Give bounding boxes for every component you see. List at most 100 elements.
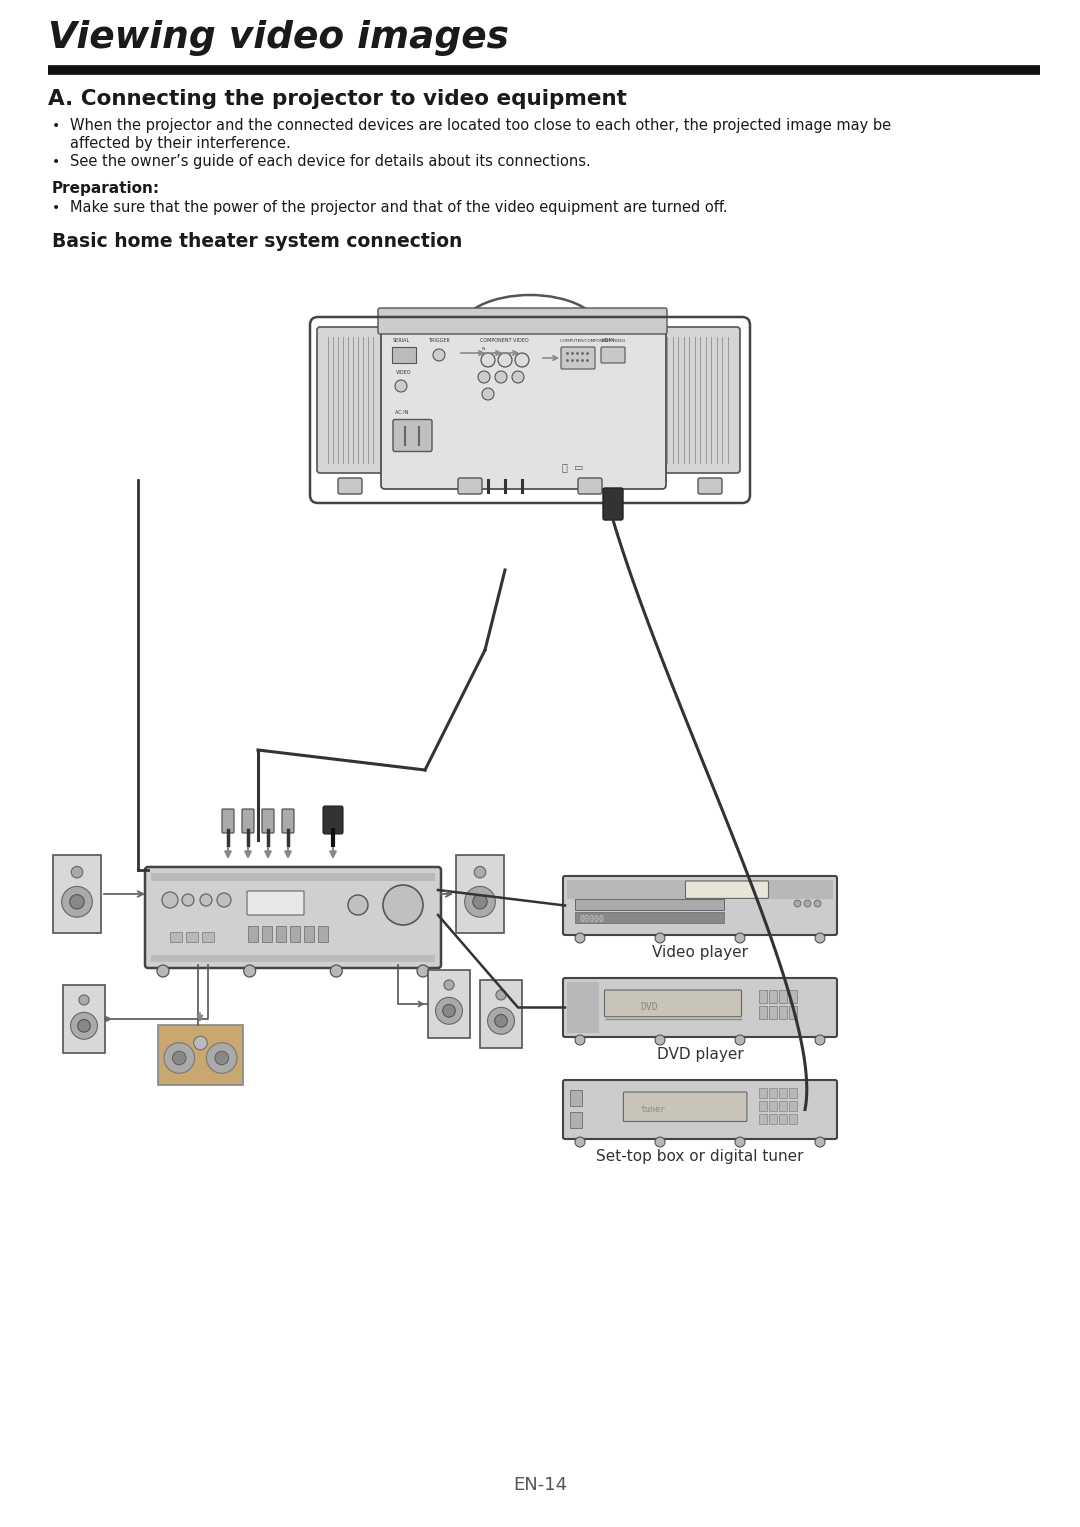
Text: COMPONENT VIDEO: COMPONENT VIDEO (480, 337, 528, 344)
Circle shape (78, 1020, 91, 1032)
Text: COMPUTER/COMPONENT VIDEO: COMPUTER/COMPONENT VIDEO (561, 339, 625, 344)
FancyBboxPatch shape (318, 327, 384, 473)
Circle shape (512, 371, 524, 383)
Bar (759, 1089, 768, 1098)
Bar (769, 1101, 778, 1112)
Circle shape (383, 886, 423, 925)
Bar (262, 925, 272, 942)
Circle shape (575, 1138, 585, 1147)
Circle shape (330, 965, 342, 977)
Bar (759, 1115, 768, 1124)
Text: Set-top box or digital tuner: Set-top box or digital tuner (596, 1148, 804, 1164)
Circle shape (575, 1035, 585, 1044)
Bar (789, 1006, 797, 1019)
Circle shape (193, 1037, 207, 1049)
Text: tuner: tuner (640, 1106, 665, 1115)
FancyBboxPatch shape (378, 308, 667, 334)
Bar (769, 1006, 778, 1019)
FancyBboxPatch shape (600, 347, 625, 363)
Bar (570, 1112, 582, 1128)
Circle shape (70, 895, 84, 909)
Text: DVD player: DVD player (657, 1048, 743, 1061)
FancyBboxPatch shape (145, 867, 441, 968)
Text: A. Connecting the projector to video equipment: A. Connecting the projector to video equ… (48, 89, 626, 108)
Text: Video player: Video player (652, 945, 748, 960)
Text: AC IN: AC IN (395, 411, 408, 415)
FancyBboxPatch shape (662, 327, 740, 473)
FancyBboxPatch shape (247, 890, 303, 915)
Circle shape (515, 353, 529, 366)
Text: IN: IN (482, 347, 486, 351)
Circle shape (654, 1035, 665, 1044)
Bar (780, 1089, 787, 1098)
Bar (780, 1101, 787, 1112)
FancyBboxPatch shape (623, 1092, 747, 1121)
Circle shape (815, 933, 825, 944)
Text: SERIAL: SERIAL (393, 337, 410, 344)
Text: Preparation:: Preparation: (52, 182, 160, 195)
FancyBboxPatch shape (338, 478, 362, 495)
FancyBboxPatch shape (392, 347, 416, 363)
Circle shape (735, 1138, 745, 1147)
Bar (759, 1101, 768, 1112)
Bar (789, 1089, 797, 1098)
Circle shape (70, 1012, 97, 1040)
Text: EN-14: EN-14 (513, 1477, 567, 1493)
Circle shape (435, 997, 462, 1025)
Circle shape (433, 350, 445, 360)
Text: See the owner’s guide of each device for details about its connections.: See the owner’s guide of each device for… (70, 154, 591, 169)
Circle shape (478, 371, 490, 383)
Circle shape (481, 353, 495, 366)
Bar (769, 989, 778, 1003)
FancyBboxPatch shape (458, 478, 482, 495)
Text: ⚿  ▭: ⚿ ▭ (562, 463, 583, 472)
Circle shape (654, 1138, 665, 1147)
FancyBboxPatch shape (698, 478, 723, 495)
Circle shape (815, 1138, 825, 1147)
Circle shape (62, 887, 93, 918)
Circle shape (183, 893, 194, 906)
Circle shape (735, 1035, 745, 1044)
Circle shape (498, 353, 512, 366)
Circle shape (444, 980, 454, 989)
Bar (789, 1115, 797, 1124)
Circle shape (495, 1014, 508, 1028)
Text: HDMI: HDMI (602, 337, 616, 344)
Bar (303, 925, 314, 942)
FancyBboxPatch shape (563, 977, 837, 1037)
Circle shape (71, 866, 83, 878)
Bar (291, 925, 300, 942)
Text: Make sure that the power of the projector and that of the video equipment are tu: Make sure that the power of the projecto… (70, 200, 728, 215)
Circle shape (487, 1008, 514, 1034)
Circle shape (206, 1043, 237, 1073)
Text: VIDEO: VIDEO (396, 370, 411, 376)
Text: 00000: 00000 (580, 915, 605, 924)
FancyBboxPatch shape (563, 876, 837, 935)
FancyBboxPatch shape (578, 478, 602, 495)
Text: affected by their interference.: affected by their interference. (70, 136, 291, 151)
Bar (780, 1115, 787, 1124)
Bar (567, 880, 833, 899)
Bar (151, 954, 435, 962)
FancyBboxPatch shape (605, 989, 742, 1017)
Bar (570, 1090, 582, 1106)
Circle shape (735, 933, 745, 944)
Circle shape (244, 965, 256, 977)
Circle shape (474, 866, 486, 878)
Circle shape (482, 388, 494, 400)
Circle shape (173, 1051, 186, 1064)
FancyBboxPatch shape (381, 325, 666, 489)
FancyBboxPatch shape (428, 970, 470, 1038)
Circle shape (654, 933, 665, 944)
Circle shape (495, 371, 507, 383)
Circle shape (496, 989, 507, 1000)
FancyBboxPatch shape (686, 881, 769, 898)
Text: TRIGGER: TRIGGER (428, 337, 450, 344)
Bar (780, 989, 787, 1003)
Text: Viewing video images: Viewing video images (48, 20, 509, 56)
Circle shape (200, 893, 212, 906)
Circle shape (473, 895, 487, 909)
Circle shape (79, 996, 89, 1005)
FancyBboxPatch shape (63, 985, 105, 1054)
Bar (318, 925, 328, 942)
